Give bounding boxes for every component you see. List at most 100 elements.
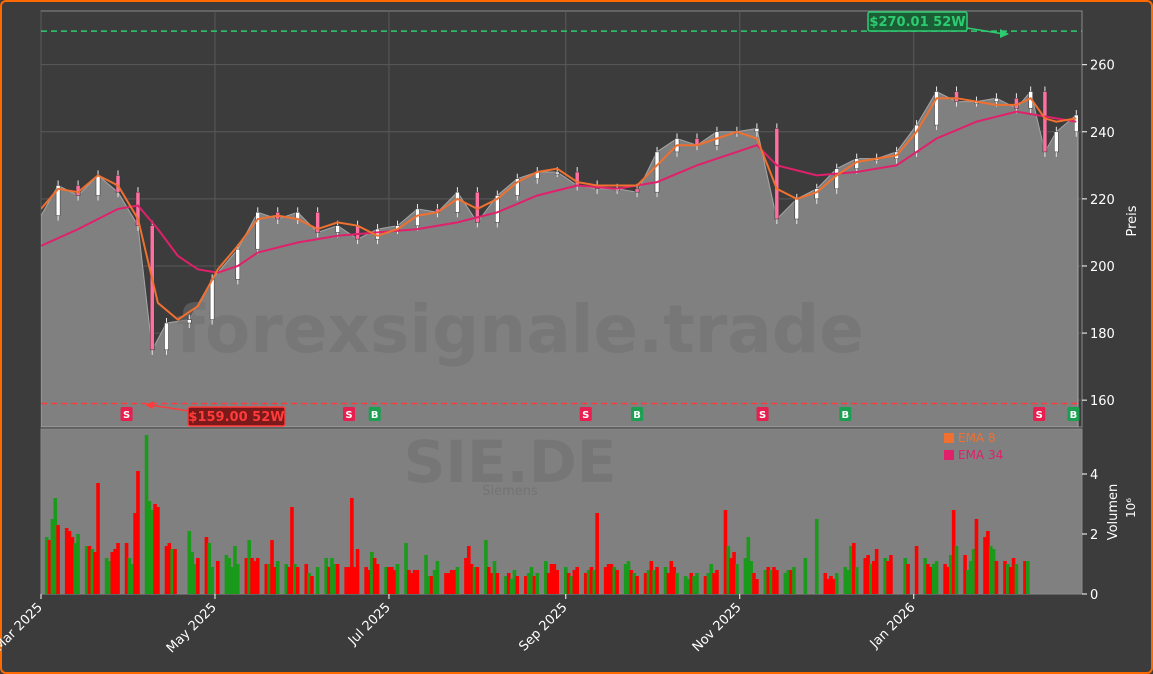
volume-bar [1026, 561, 1030, 594]
candle-up [934, 91, 939, 126]
volume-bar [264, 564, 269, 594]
volume-bar [646, 570, 651, 594]
volume-bar [763, 570, 768, 594]
candle-down [774, 128, 780, 220]
volume-bar [253, 561, 257, 594]
high-52w-box [867, 11, 968, 32]
volume-bar [732, 552, 736, 594]
volume-bar [1014, 564, 1019, 594]
volume-bar [786, 570, 791, 594]
volume-bar [327, 567, 331, 594]
volume-bar [632, 573, 637, 594]
volume-bar [295, 567, 300, 594]
volume-bar [344, 567, 348, 594]
volume-bar [931, 564, 936, 594]
high-52w-annotation: $270.01 52W [867, 11, 1009, 38]
volume-bar [64, 528, 69, 594]
volume-bar [1023, 561, 1027, 594]
volume-bar [832, 579, 836, 594]
volume-bar [250, 558, 254, 594]
sell-signal-marker [1033, 407, 1046, 421]
volume-bar [974, 519, 979, 594]
ticker-watermark: SIE.DE [404, 428, 617, 496]
buy-signal-marker [631, 407, 644, 421]
volume-bar [407, 570, 411, 594]
volume-bar [852, 543, 856, 594]
volume-bar [486, 567, 491, 594]
volume-bar [994, 561, 999, 594]
volume-bar [270, 540, 274, 594]
volume-bar [210, 567, 214, 594]
volume-bar [706, 573, 711, 594]
volume-bar [444, 573, 448, 594]
volume-bar [53, 498, 58, 594]
volume-bar [475, 567, 480, 594]
buy-signal-marker [1067, 407, 1080, 421]
candle-up [1074, 114, 1079, 133]
volume-bar [506, 573, 511, 594]
volume-axis-label: Volumen [1106, 484, 1121, 541]
volume-bar [216, 561, 220, 594]
volume-bar [255, 558, 260, 594]
volume-bar [603, 567, 608, 594]
volume-bar [310, 576, 314, 594]
volume-bar [963, 555, 967, 594]
volume-bar [415, 570, 420, 594]
sell-signal-marker [343, 407, 356, 421]
volume-bar [971, 549, 976, 594]
volume-bar [247, 540, 252, 594]
volume-bar [104, 558, 109, 594]
volume-bar [187, 531, 192, 594]
volume-bar [769, 570, 773, 594]
volume-bar [752, 573, 756, 594]
volume-bar [823, 573, 828, 594]
volume-bar [846, 570, 850, 594]
volume-bar [883, 558, 888, 594]
volume-bar [293, 564, 297, 594]
volume-bar [529, 567, 534, 594]
volume-bar [76, 534, 80, 594]
volume-bar [1008, 567, 1013, 594]
price-tick-label: 220 [1090, 193, 1115, 208]
volume-bar [829, 576, 833, 594]
volume-bar [923, 558, 927, 594]
volume-bar [563, 567, 568, 594]
price-axis-label: Preis [1125, 205, 1140, 236]
volume-bar [986, 531, 990, 594]
legend-ema34-label: EMA 34 [958, 448, 1003, 462]
price-tick-label: 240 [1090, 126, 1115, 141]
volume-bar [683, 576, 688, 594]
volume-bar [951, 510, 956, 594]
volume-bar [966, 570, 970, 594]
candle-up [994, 97, 999, 102]
watermark-text: forexsignale.trade [176, 291, 864, 368]
candle-up [455, 191, 460, 213]
volume-bar [90, 549, 95, 594]
volume-bar [489, 573, 494, 594]
volume-bar [1006, 564, 1010, 594]
low-52w-arrow [149, 404, 190, 412]
volume-bar [854, 567, 859, 594]
volume-bar [467, 546, 471, 594]
volume-bar [384, 567, 388, 594]
volume-bar [452, 570, 457, 594]
volume-bar [726, 546, 731, 594]
volume-bar [170, 549, 174, 594]
legend-ema34-swatch [944, 450, 954, 460]
volume-bar [589, 567, 594, 594]
volume-bar [783, 573, 788, 594]
high-52w-label: $270.01 52W [869, 15, 965, 30]
volume-bar [512, 570, 517, 594]
volume-bar [712, 573, 716, 594]
volume-bar [609, 564, 614, 594]
volume-bar [330, 558, 334, 594]
volume-bar [144, 435, 149, 594]
volume-bar [988, 546, 993, 594]
volume-bar [324, 558, 329, 594]
candle-down [1042, 91, 1048, 153]
volume-bar [544, 561, 548, 594]
sell-signal-marker [579, 407, 592, 421]
volume-bar [484, 540, 488, 594]
volume-bar [746, 537, 751, 594]
volume-bars [44, 435, 1030, 594]
